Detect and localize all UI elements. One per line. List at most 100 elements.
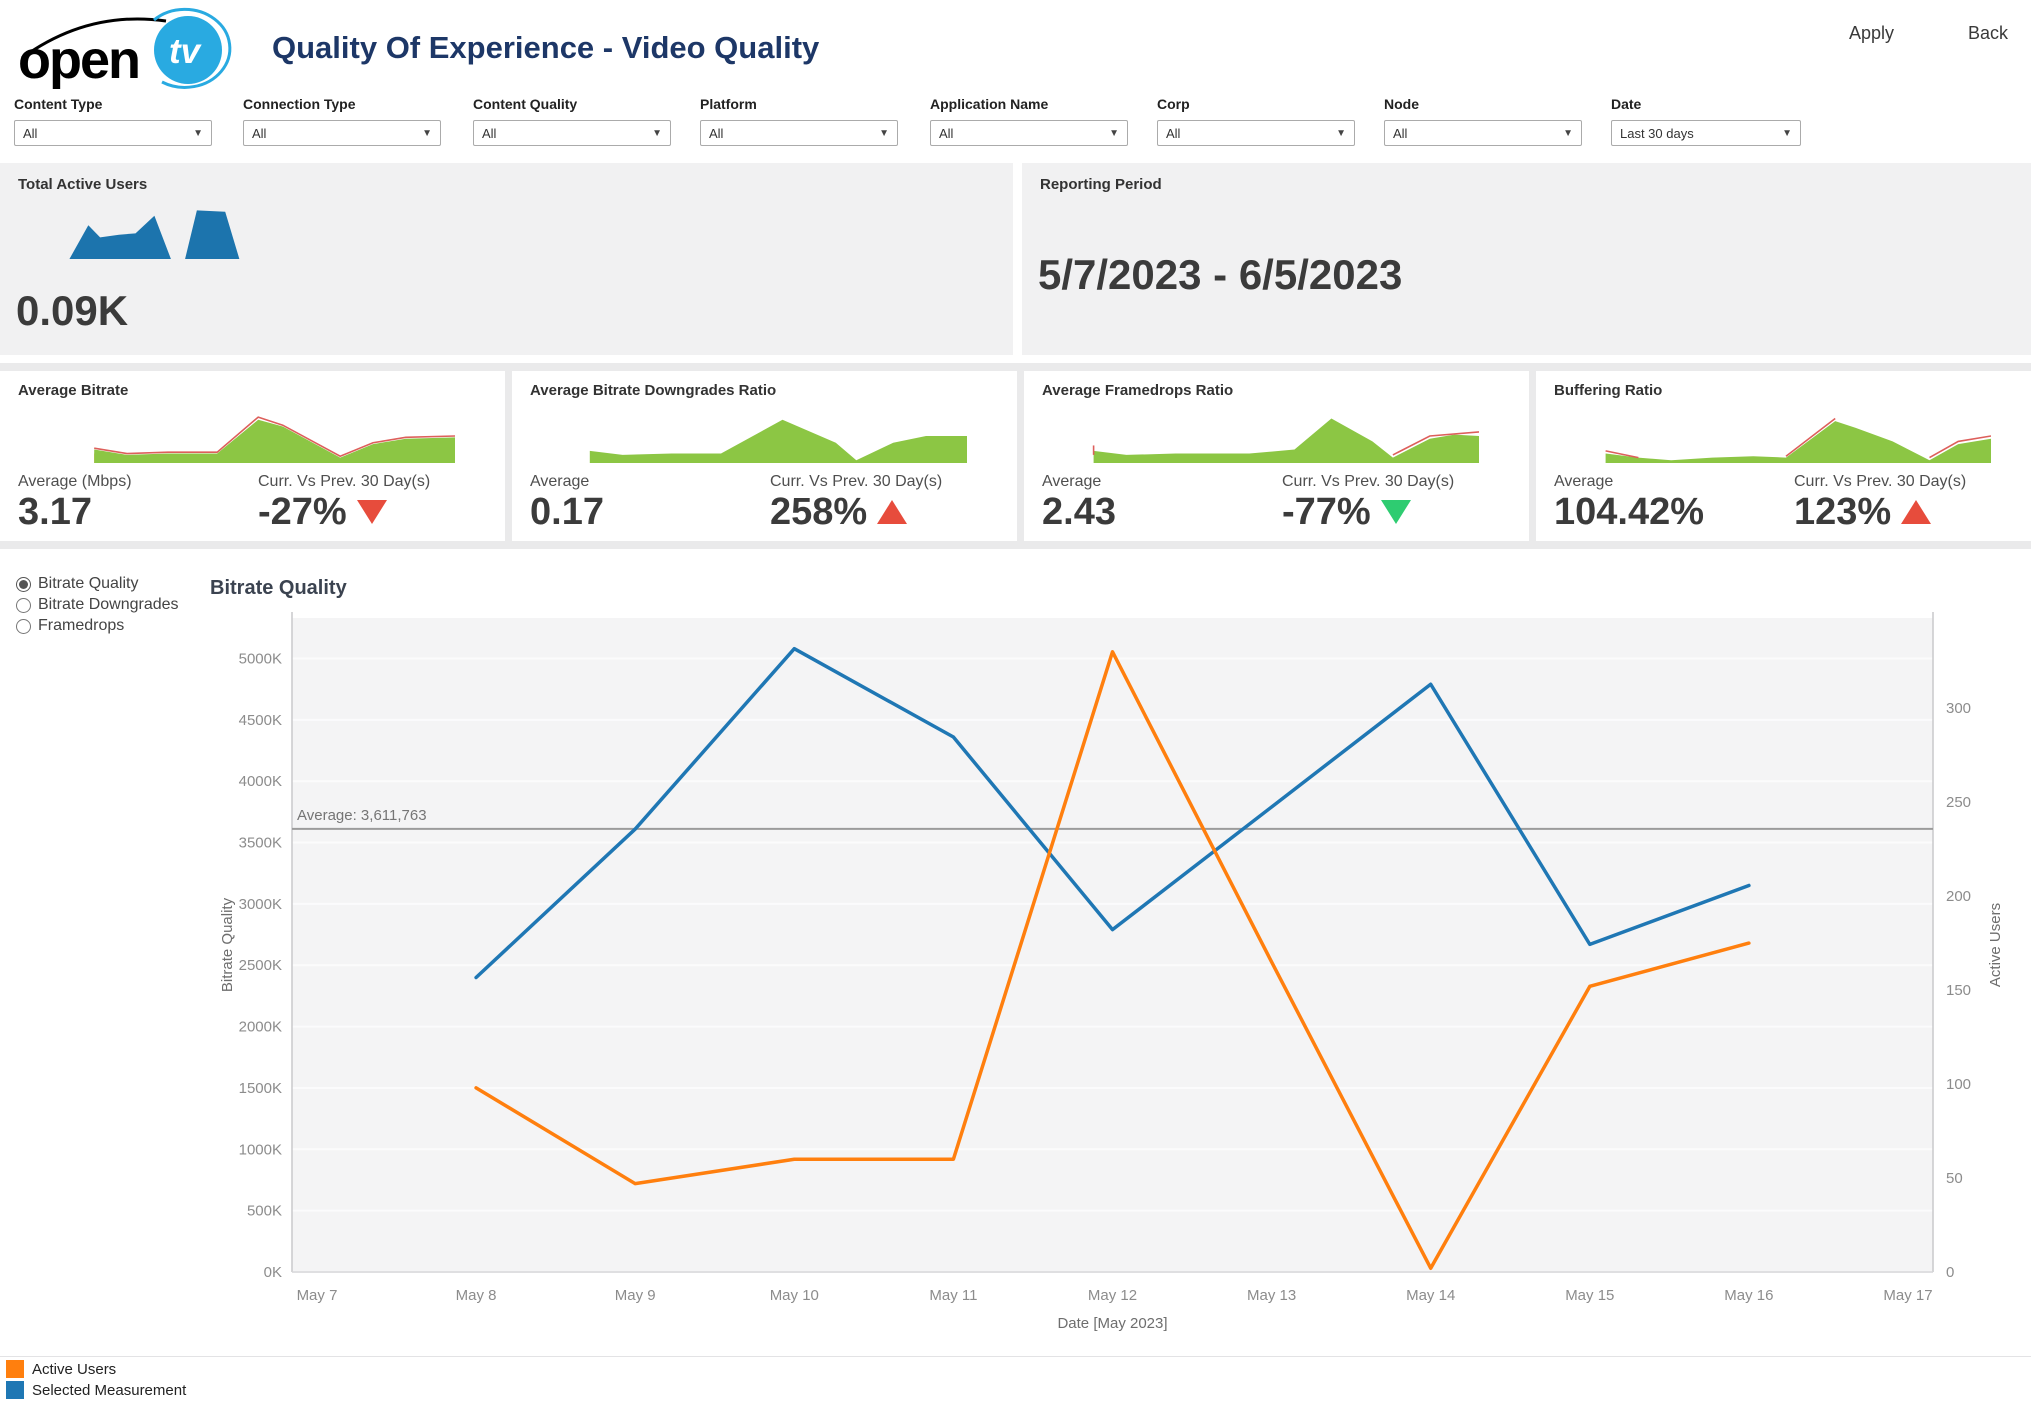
triangle-up-icon: [877, 500, 908, 524]
filter-application-name-select[interactable]: All ▼: [930, 120, 1128, 146]
kpi-average-label: Average: [1554, 473, 1614, 490]
x-axis-tick: May 8: [456, 1287, 497, 1304]
triangle-down-icon: [356, 500, 387, 524]
filter-corp-value: All: [1166, 125, 1181, 141]
x-axis-tick: May 15: [1565, 1287, 1614, 1304]
logo-circle: [154, 16, 222, 84]
bitrate-quality-chart[interactable]: 0K 500K 1000K 1500K 2000K 2500K 3000K 3500K 4000…: [0, 560, 2031, 1355]
plot-area[interactable]: [292, 618, 1933, 1272]
series-active-users[interactable]: [474, 650, 1751, 1270]
filter-date: Date Last 30 days ▼: [1611, 96, 1801, 146]
kpi-card-0: Average Bitrate Average (Mbps) 3.17 Curr. V…: [0, 371, 505, 541]
chevron-down-icon: ▼: [422, 127, 432, 139]
left-axis-tick: 4500K: [239, 712, 282, 729]
filter-platform: Platform All ▼: [700, 96, 898, 146]
filter-content-type: Content Type All ▼: [14, 96, 212, 146]
x-axis-tick: May 13: [1247, 1287, 1296, 1304]
left-axis-tick: 500K: [247, 1203, 282, 1220]
x-axis-tick: May 14: [1406, 1287, 1455, 1304]
right-axis-tick: 100: [1946, 1076, 1971, 1093]
radio-framedrops-label: Framedrops: [38, 617, 125, 634]
filter-content-type-select[interactable]: All ▼: [14, 120, 212, 146]
kpi-sparkline: [589, 419, 967, 463]
filter-content-quality-value: All: [482, 125, 497, 141]
x-axis-title: Date [May 2023]: [1057, 1315, 1167, 1332]
x-axis-tick: May 10: [770, 1287, 819, 1304]
back-button[interactable]: Back: [1962, 22, 2014, 45]
filter-content-quality-label: Content Quality: [473, 96, 578, 112]
average-line-label: Average: 3,611,763: [297, 807, 427, 824]
total-active-users-sparkline: [69, 210, 254, 259]
x-axis-tick: May 17: [1883, 1287, 1932, 1304]
radio-framedrops-input[interactable]: [16, 618, 31, 634]
legend-label: Selected Measurement: [32, 1381, 187, 1399]
reporting-period-card: Reporting Period 5/7/2023 - 6/5/2023: [1022, 163, 2031, 355]
kpi-card-row: Average Bitrate Average (Mbps) 3.17 Curr. V…: [0, 363, 2031, 549]
legend-swatch-icon: [6, 1381, 24, 1399]
kpi-delta-value: -27%: [258, 491, 387, 534]
filter-node: Node All ▼: [1384, 96, 1582, 146]
x-axis-tick: May 7: [297, 1287, 338, 1304]
x-axis-tick: May 9: [615, 1287, 656, 1304]
kpi-average-value: 104.42%: [1554, 491, 1705, 533]
kpi-average-label: Average (Mbps): [18, 473, 132, 490]
filter-bar: Content Type All ▼ Connection Type All ▼ Conte…: [0, 96, 2031, 160]
filter-connection-type-select[interactable]: All ▼: [243, 120, 441, 146]
kpi-delta-label: Curr. Vs Prev. 30 Day(s): [1282, 473, 1455, 490]
left-axis-tick: 3000K: [239, 896, 282, 913]
measurement-radio-group: Bitrate Quality Bitrate Downgrades Framedr…: [16, 575, 179, 635]
kpi-delta-value: 258%: [770, 491, 908, 534]
filter-platform-select[interactable]: All ▼: [700, 120, 898, 146]
apply-button[interactable]: Apply: [1843, 22, 1900, 45]
filter-corp: Corp All ▼: [1157, 96, 1355, 146]
right-axis-tick: 0: [1946, 1264, 1954, 1281]
kpi-card-title: Buffering Ratio: [1554, 382, 1663, 399]
left-axis-tick: 1500K: [239, 1080, 282, 1097]
left-axis-tick: 3500K: [239, 835, 282, 852]
filter-node-select[interactable]: All ▼: [1384, 120, 1582, 146]
chevron-down-icon: ▼: [1782, 127, 1792, 139]
total-active-users-card: Total Active Users 0.09K: [0, 163, 1013, 355]
kpi-delta-label: Curr. Vs Prev. 30 Day(s): [1794, 473, 1967, 490]
kpi-sparkline: [1069, 418, 1479, 463]
kpi-sparkline: [45, 409, 455, 463]
right-axis-tick: 200: [1946, 888, 1971, 905]
filter-corp-select[interactable]: All ▼: [1157, 120, 1355, 146]
reporting-period-title: Reporting Period: [1040, 176, 1162, 193]
left-axis-tick: 5000K: [239, 650, 282, 667]
left-axis-tick: 4000K: [239, 773, 282, 790]
chart-legend: Active Users Selected Measurement: [6, 1360, 186, 1399]
kpi-card-title: Average Bitrate: [18, 382, 129, 399]
legend-item-selected-measurement[interactable]: Selected Measurement: [6, 1381, 186, 1399]
filter-connection-type-label: Connection Type: [243, 96, 356, 112]
total-active-users-value: 0.09K: [16, 287, 129, 334]
filter-content-quality: Content Quality All ▼: [473, 96, 671, 146]
radio-bitrate-quality-input[interactable]: [16, 576, 31, 592]
triangle-up-icon: [1901, 500, 1932, 524]
logo-tv: tv: [169, 32, 203, 71]
legend-item-active-users[interactable]: Active Users: [6, 1360, 186, 1378]
kpi-delta-value: -77%: [1282, 491, 1411, 534]
radio-bitrate-downgrades-input[interactable]: [16, 597, 31, 613]
chevron-down-icon: ▼: [1109, 127, 1119, 139]
kpi-average-value: 2.43: [1042, 491, 1116, 533]
right-axis-tick: 150: [1946, 982, 1971, 999]
kpi-delta-value: 123%: [1794, 491, 1932, 534]
filter-node-value: All: [1393, 125, 1408, 141]
radio-bitrate-downgrades-label: Bitrate Downgrades: [38, 596, 179, 613]
radio-bitrate-quality[interactable]: Bitrate Quality: [16, 575, 179, 593]
kpi-card-2: Average Framedrops Ratio Average 2.43 Curr.…: [1024, 371, 1529, 541]
filter-content-quality-select[interactable]: All ▼: [473, 120, 671, 146]
series-selected-measurement[interactable]: [474, 646, 1751, 980]
radio-bitrate-downgrades[interactable]: Bitrate Downgrades: [16, 596, 179, 614]
kpi-average-value: 3.17: [18, 491, 92, 533]
filter-date-select[interactable]: Last 30 days ▼: [1611, 120, 1801, 146]
kpi-average-value: 0.17: [530, 491, 604, 533]
radio-framedrops[interactable]: Framedrops: [16, 617, 179, 635]
filter-content-type-label: Content Type: [14, 96, 103, 112]
filter-node-label: Node: [1384, 96, 1419, 112]
left-axis-tick: 2000K: [239, 1019, 282, 1036]
filter-platform-label: Platform: [700, 96, 757, 112]
total-active-users-title: Total Active Users: [18, 176, 148, 193]
